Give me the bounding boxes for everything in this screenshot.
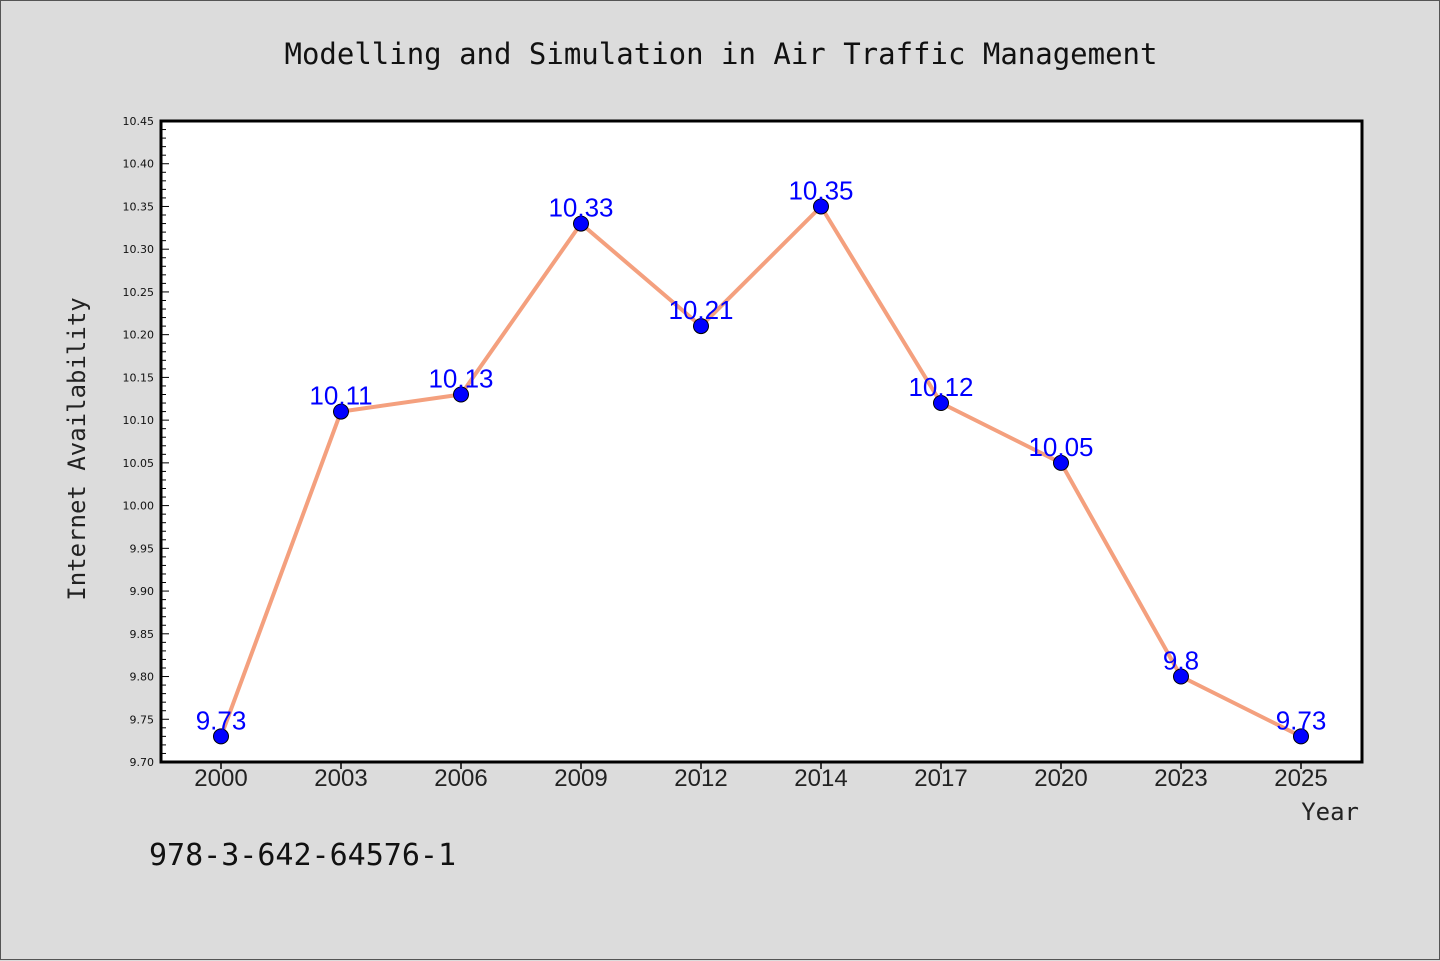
y-tick-label: 10.15 xyxy=(123,371,155,384)
y-tick-label: 10.45 xyxy=(123,115,155,128)
y-tick-label: 10.40 xyxy=(123,158,155,171)
data-point xyxy=(933,395,949,411)
x-tick-label: 2003 xyxy=(314,765,367,792)
data-label: 10.33 xyxy=(548,193,613,223)
data-point xyxy=(573,215,589,232)
x-tick-label: 2020 xyxy=(1034,765,1087,792)
data-label: 10.21 xyxy=(668,295,733,325)
data-label: 10.35 xyxy=(788,176,853,206)
y-tick-label: 10.05 xyxy=(123,457,155,470)
y-tick-label: 10.25 xyxy=(123,286,155,299)
data-point xyxy=(333,403,349,420)
y-tick-label: 9.80 xyxy=(130,671,155,684)
x-tick-label: 2025 xyxy=(1274,765,1327,792)
data-point xyxy=(1173,668,1189,685)
data-point xyxy=(1293,728,1309,745)
data-label: 10.05 xyxy=(1028,432,1093,462)
data-label: 9.73 xyxy=(1276,705,1327,735)
x-tick-label: 2009 xyxy=(554,765,607,792)
data-label: 10.13 xyxy=(428,364,493,394)
x-tick-label: 2014 xyxy=(794,765,847,792)
x-tick-label: 2000 xyxy=(194,765,247,792)
x-axis: 2000 2003 2006 2009 2012 2014 2017 2020 2023 2025 xyxy=(194,762,1328,792)
y-tick-label: 9.75 xyxy=(130,713,155,726)
y-tick-label: 10.30 xyxy=(123,243,155,256)
y-tick-label: 9.95 xyxy=(130,542,155,555)
y-tick-label: 9.85 xyxy=(130,628,155,641)
x-tick-label: 2012 xyxy=(674,765,727,792)
data-point xyxy=(453,386,469,403)
y-tick-label: 10.00 xyxy=(123,500,155,513)
isbn-annotation: 978-3-642-64576-1 xyxy=(149,838,456,873)
y-axis-label: Internet Availability xyxy=(63,297,91,600)
data-label: 9.8 xyxy=(1163,646,1199,676)
data-point xyxy=(1053,454,1069,471)
x-tick-label: 2023 xyxy=(1154,765,1207,792)
y-tick-label: 10.35 xyxy=(123,200,155,213)
data-point xyxy=(813,198,829,215)
data-point xyxy=(693,318,709,335)
y-axis: 9.70 9.75 9.80 9.85 9.90 9.95 10.00 10.05 10.10 1… xyxy=(123,115,169,769)
data-point xyxy=(213,728,229,745)
y-tick-label: 9.70 xyxy=(130,756,155,769)
data-label: 10.11 xyxy=(309,381,372,411)
series-line xyxy=(213,198,1309,745)
chart-title: Modelling and Simulation in Air Traffic … xyxy=(285,37,1158,71)
y-tick-label: 9.90 xyxy=(130,585,155,598)
data-label: 10.12 xyxy=(908,372,973,402)
data-label: 9.73 xyxy=(196,705,247,735)
y-tick-label: 10.20 xyxy=(123,329,155,342)
plot-area xyxy=(159,119,1364,764)
x-tick-label: 2017 xyxy=(914,765,967,792)
x-tick-label: 2006 xyxy=(434,765,487,792)
y-tick-label: 10.10 xyxy=(123,414,155,427)
x-axis-label: Year xyxy=(1301,798,1359,826)
data-labels: 9.73 10.11 10.13 10.33 10.21 10.35 10.12 10.05 9… xyxy=(196,176,1327,736)
data-line xyxy=(219,204,1302,739)
